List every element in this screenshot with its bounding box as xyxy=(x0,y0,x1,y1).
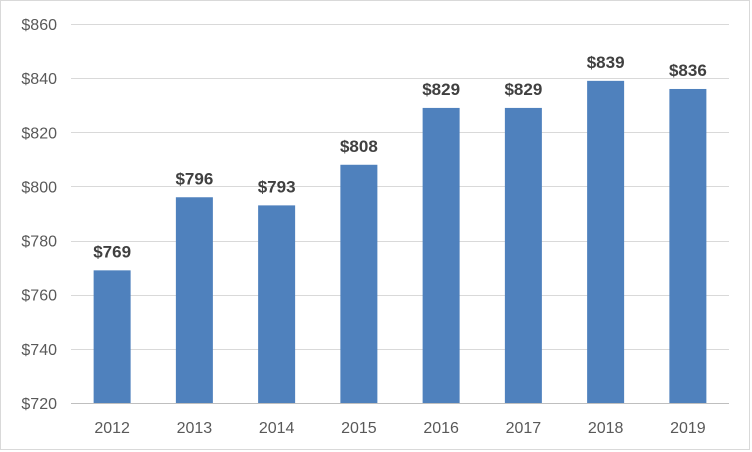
data-label: $829 xyxy=(504,80,542,99)
x-tick-label: 2015 xyxy=(341,420,377,437)
x-tick-label: 2012 xyxy=(94,420,130,437)
data-label: $808 xyxy=(340,137,378,156)
bar-2017 xyxy=(504,107,542,404)
y-tick-label: $720 xyxy=(21,396,57,413)
y-axis-tick-labels: $720 $740 $760 $780 $800 $820 $840 $860 xyxy=(21,17,57,413)
bar-2019 xyxy=(669,88,707,403)
bars xyxy=(93,80,707,404)
data-label: $793 xyxy=(258,177,296,196)
x-tick-label: 2017 xyxy=(506,420,542,437)
bar-2015 xyxy=(340,164,378,403)
x-tick-label: 2014 xyxy=(259,420,295,437)
y-tick-label: $760 xyxy=(21,288,57,305)
bar-2016 xyxy=(422,107,460,404)
data-label: $829 xyxy=(422,80,460,99)
x-tick-label: 2016 xyxy=(423,420,459,437)
y-tick-label: $780 xyxy=(21,234,57,251)
data-label: $839 xyxy=(587,53,625,72)
data-label: $836 xyxy=(669,61,707,80)
y-tick-label: $820 xyxy=(21,125,57,142)
gridlines xyxy=(71,24,729,350)
x-tick-label: 2013 xyxy=(177,420,213,437)
y-tick-label: $840 xyxy=(21,71,57,88)
bar-2012 xyxy=(93,270,131,403)
x-tick-label: 2019 xyxy=(670,420,706,437)
bar-2014 xyxy=(258,205,296,403)
y-tick-label: $800 xyxy=(21,179,57,196)
y-tick-label: $860 xyxy=(21,17,57,34)
data-label: $769 xyxy=(93,242,131,261)
y-tick-label: $740 xyxy=(21,342,57,359)
data-labels: $769 $796 $793 $808 $829 $829 $839 $836 xyxy=(93,53,707,262)
bar-2013 xyxy=(175,197,213,403)
data-label: $796 xyxy=(175,169,213,188)
x-tick-label: 2018 xyxy=(588,420,624,437)
bar-2018 xyxy=(587,80,625,403)
x-axis-tick-labels: 2012 2013 2014 2015 2016 2017 2018 2019 xyxy=(94,420,705,437)
